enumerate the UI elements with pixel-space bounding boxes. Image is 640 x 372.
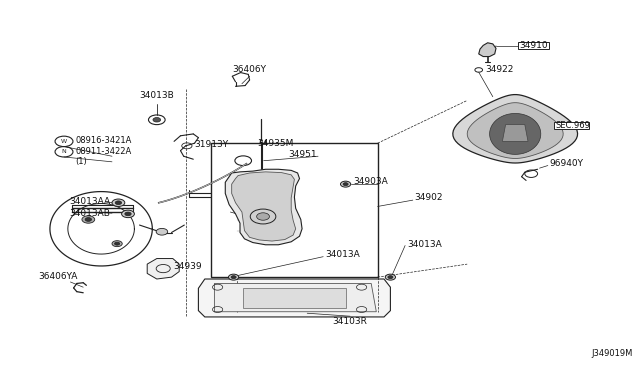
Text: 31913Y: 31913Y	[194, 140, 228, 149]
Circle shape	[112, 241, 122, 247]
Text: 34902: 34902	[415, 193, 444, 202]
Circle shape	[156, 228, 168, 235]
Text: 96940Y: 96940Y	[549, 159, 583, 168]
Circle shape	[257, 213, 269, 220]
Text: 34013B: 34013B	[140, 92, 174, 100]
Polygon shape	[467, 103, 563, 158]
Text: 36406YA: 36406YA	[38, 272, 78, 281]
Text: 34939: 34939	[173, 262, 202, 271]
Circle shape	[231, 276, 236, 279]
Circle shape	[388, 276, 393, 279]
Polygon shape	[490, 113, 541, 154]
Text: 34935M: 34935M	[257, 139, 294, 148]
Circle shape	[125, 212, 131, 216]
Polygon shape	[232, 172, 296, 241]
Bar	[554, 122, 589, 129]
Text: 36406Y: 36406Y	[232, 65, 267, 74]
Polygon shape	[147, 259, 179, 279]
Bar	[243, 288, 346, 308]
Polygon shape	[225, 169, 302, 245]
Text: 08916-3421A: 08916-3421A	[76, 136, 132, 145]
Circle shape	[340, 181, 351, 187]
Circle shape	[115, 242, 120, 245]
Text: 34910: 34910	[520, 41, 548, 50]
Text: SEC.969: SEC.969	[556, 121, 590, 130]
Circle shape	[385, 274, 396, 280]
Circle shape	[82, 216, 95, 223]
Polygon shape	[453, 94, 577, 163]
Polygon shape	[479, 43, 496, 57]
Text: (1): (1)	[76, 157, 87, 166]
Text: J349019M: J349019M	[591, 349, 632, 358]
Text: 34013A: 34013A	[325, 250, 360, 259]
Text: 34103R: 34103R	[333, 317, 367, 326]
Bar	[211, 143, 378, 277]
Circle shape	[228, 274, 239, 280]
Circle shape	[112, 199, 125, 206]
Polygon shape	[502, 125, 528, 141]
Text: 34013A: 34013A	[407, 240, 442, 248]
Circle shape	[85, 218, 92, 221]
Text: 08911-3422A: 08911-3422A	[76, 147, 132, 156]
Circle shape	[115, 201, 122, 205]
Bar	[518, 42, 549, 49]
Circle shape	[122, 210, 134, 218]
Circle shape	[153, 118, 161, 122]
Text: N: N	[61, 149, 67, 154]
Text: 34903A: 34903A	[353, 177, 388, 186]
Circle shape	[343, 183, 348, 186]
Polygon shape	[214, 283, 376, 312]
Text: 34951: 34951	[288, 150, 317, 159]
Text: 34013AB: 34013AB	[69, 209, 110, 218]
Text: 34922: 34922	[485, 65, 513, 74]
Polygon shape	[198, 279, 390, 317]
Text: W: W	[61, 139, 67, 144]
Text: 34013AA: 34013AA	[69, 198, 110, 206]
